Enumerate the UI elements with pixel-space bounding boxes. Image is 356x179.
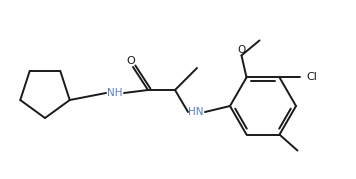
Text: NH: NH bbox=[107, 88, 123, 98]
Text: O: O bbox=[237, 45, 246, 55]
Text: HN: HN bbox=[188, 107, 204, 117]
Text: O: O bbox=[127, 56, 135, 66]
Text: Cl: Cl bbox=[307, 72, 318, 82]
